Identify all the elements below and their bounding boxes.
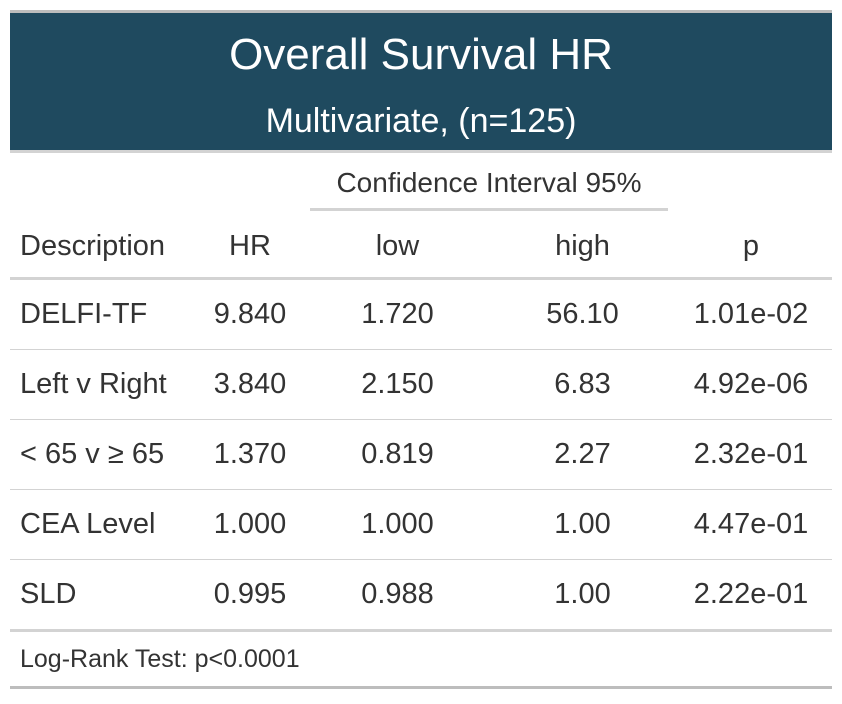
bottom-rule: [10, 686, 832, 689]
table-subtitle: Multivariate, (n=125): [265, 102, 577, 140]
confidence-interval-spanner: Confidence Interval 95%: [336, 167, 642, 198]
column-header-high: high: [495, 215, 670, 280]
cell-high: 56.10: [495, 278, 670, 350]
spanner-row: Confidence Interval 95%: [10, 153, 832, 215]
table-title: Overall Survival HR: [229, 30, 613, 79]
cell-p: 4.47e-01: [670, 489, 832, 560]
cell-description: CEA Level: [10, 489, 200, 560]
cell-p: 2.32e-01: [670, 419, 832, 490]
top-rule: [10, 10, 832, 13]
cell-description: DELFI-TF: [10, 278, 200, 350]
cell-p: 2.22e-01: [670, 559, 832, 629]
cell-description: SLD: [10, 559, 200, 629]
column-header-hr: HR: [200, 215, 300, 280]
table-row: DELFI-TF 9.840 1.720 56.10 1.01e-02: [10, 278, 832, 350]
column-header-p: p: [670, 215, 832, 280]
data-table: Description HR low high p DELFI-TF 9.840…: [10, 215, 832, 629]
table-row: < 65 v ≥ 65 1.370 0.819 2.27 2.32e-01: [10, 419, 832, 490]
column-header-low: low: [300, 215, 495, 280]
cell-high: 6.83: [495, 349, 670, 420]
cell-hr: 3.840: [200, 349, 300, 420]
cell-p: 4.92e-06: [670, 349, 832, 420]
cell-hr: 1.000: [200, 489, 300, 560]
column-header-description: Description: [10, 215, 200, 280]
cell-high: 2.27: [495, 419, 670, 490]
table-row: Left v Right 3.840 2.150 6.83 4.92e-06: [10, 349, 832, 420]
cell-high: 1.00: [495, 489, 670, 560]
cell-low: 1.000: [300, 489, 495, 560]
cell-low: 0.819: [300, 419, 495, 490]
cell-low: 1.720: [300, 278, 495, 350]
cell-high: 1.00: [495, 559, 670, 629]
cell-hr: 9.840: [200, 278, 300, 350]
hr-table: Overall Survival HR Multivariate, (n=125…: [10, 10, 832, 689]
spanner-underline: [310, 208, 668, 211]
cell-low: 0.988: [300, 559, 495, 629]
cell-hr: 1.370: [200, 419, 300, 490]
cell-description: Left v Right: [10, 349, 200, 420]
header-rule: [10, 150, 832, 153]
cell-p: 1.01e-02: [670, 278, 832, 350]
table-header: Overall Survival HR Multivariate, (n=125…: [10, 13, 832, 150]
cell-hr: 0.995: [200, 559, 300, 629]
cell-low: 2.150: [300, 349, 495, 420]
body-bottom-rule: [10, 629, 832, 632]
table-row: CEA Level 1.000 1.000 1.00 4.47e-01: [10, 489, 832, 560]
table-footnote: Log-Rank Test: p<0.0001: [20, 645, 300, 673]
column-header-row: Description HR low high p: [10, 215, 832, 280]
table-row: SLD 0.995 0.988 1.00 2.22e-01: [10, 559, 832, 629]
cell-description: < 65 v ≥ 65: [10, 419, 200, 490]
